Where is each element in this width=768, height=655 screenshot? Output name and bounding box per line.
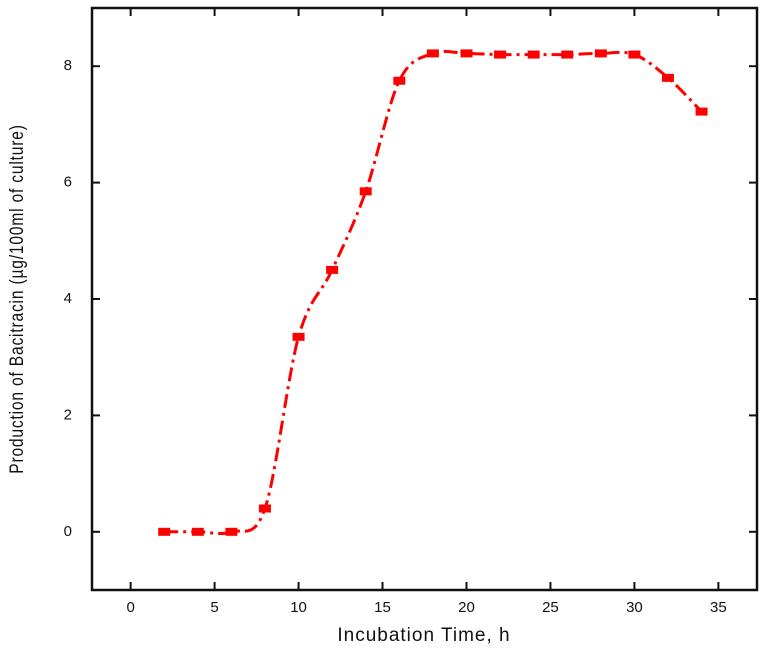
data-marker: [326, 265, 339, 274]
x-tick-label: 35: [710, 599, 727, 616]
data-marker: [191, 527, 204, 536]
data-marker: [426, 49, 439, 58]
data-marker: [594, 49, 607, 58]
data-marker: [527, 50, 540, 59]
x-tick-label: 10: [290, 599, 307, 616]
y-tick-label: 2: [64, 406, 72, 423]
y-axis-label: Production of Bacitracin (µg/100ml of cu…: [6, 124, 28, 474]
y-tick-label: 4: [64, 290, 72, 307]
x-tick-label: 30: [626, 599, 643, 616]
data-marker: [258, 504, 271, 513]
data-marker: [494, 50, 507, 59]
data-line: [164, 49, 703, 536]
y-tick-label: 6: [64, 174, 72, 191]
y-tick-label: 8: [64, 57, 72, 74]
x-tick-label: 15: [374, 599, 391, 616]
x-axis-label: Incubation Time, h: [337, 625, 510, 646]
data-marker: [359, 187, 372, 196]
plot-frame: [90, 6, 759, 592]
x-tick-label: 5: [210, 599, 218, 616]
data-marker: [561, 50, 574, 59]
data-marker: [628, 50, 641, 59]
y-tick-label: 0: [64, 523, 72, 540]
data-marker: [292, 332, 305, 341]
x-tick-label: 0: [126, 599, 134, 616]
data-marker: [460, 49, 473, 58]
x-tick-label: 25: [542, 599, 559, 616]
data-marker: [661, 73, 674, 82]
data-marker: [225, 527, 238, 536]
data-marker: [695, 107, 708, 116]
x-tick-label: 20: [458, 599, 475, 616]
data-marker: [158, 527, 171, 536]
data-marker: [393, 76, 406, 85]
